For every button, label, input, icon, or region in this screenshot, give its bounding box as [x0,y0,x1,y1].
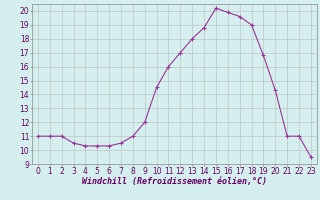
X-axis label: Windchill (Refroidissement éolien,°C): Windchill (Refroidissement éolien,°C) [82,177,267,186]
